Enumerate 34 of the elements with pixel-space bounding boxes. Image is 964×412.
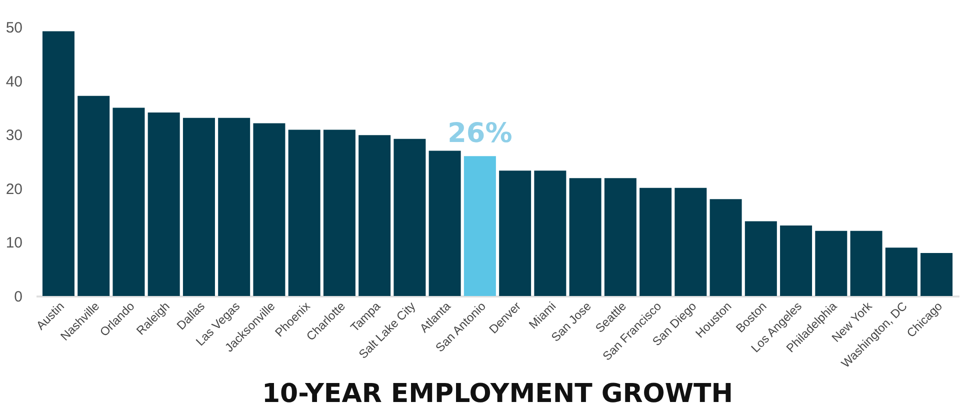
- y-tick-label: 0: [14, 288, 22, 306]
- bar: [815, 230, 848, 296]
- bar: [148, 112, 180, 296]
- bar: [674, 188, 707, 296]
- bar: [710, 199, 742, 296]
- bar: [428, 150, 461, 296]
- y-tick-label: 30: [6, 127, 22, 144]
- bar: [218, 118, 250, 296]
- bar: [780, 226, 812, 296]
- y-tick-label: 50: [6, 20, 22, 36]
- bar: [744, 221, 777, 296]
- bar: [358, 135, 391, 296]
- bar: [253, 123, 286, 296]
- bar: [885, 248, 918, 296]
- bar: [112, 108, 145, 296]
- bar: [464, 156, 496, 296]
- bar: [323, 130, 356, 296]
- bar: [850, 230, 882, 296]
- bar: [499, 170, 532, 296]
- bar: [604, 178, 636, 296]
- text: 10-YEAR EMPLOYMENT GROWTH: [262, 379, 734, 410]
- bar: [394, 138, 426, 296]
- y-tick-label: 40: [6, 73, 22, 90]
- bar: [182, 118, 215, 296]
- bar: [640, 188, 672, 296]
- bar: [534, 170, 566, 296]
- bar: [569, 178, 602, 296]
- y-tick-label: 10: [6, 234, 22, 252]
- bar: [288, 130, 320, 296]
- bar: [920, 252, 953, 296]
- bar: [78, 96, 110, 296]
- y-tick-label: 20: [6, 180, 22, 198]
- bar: [42, 31, 74, 296]
- data-label: 26%: [448, 118, 512, 150]
